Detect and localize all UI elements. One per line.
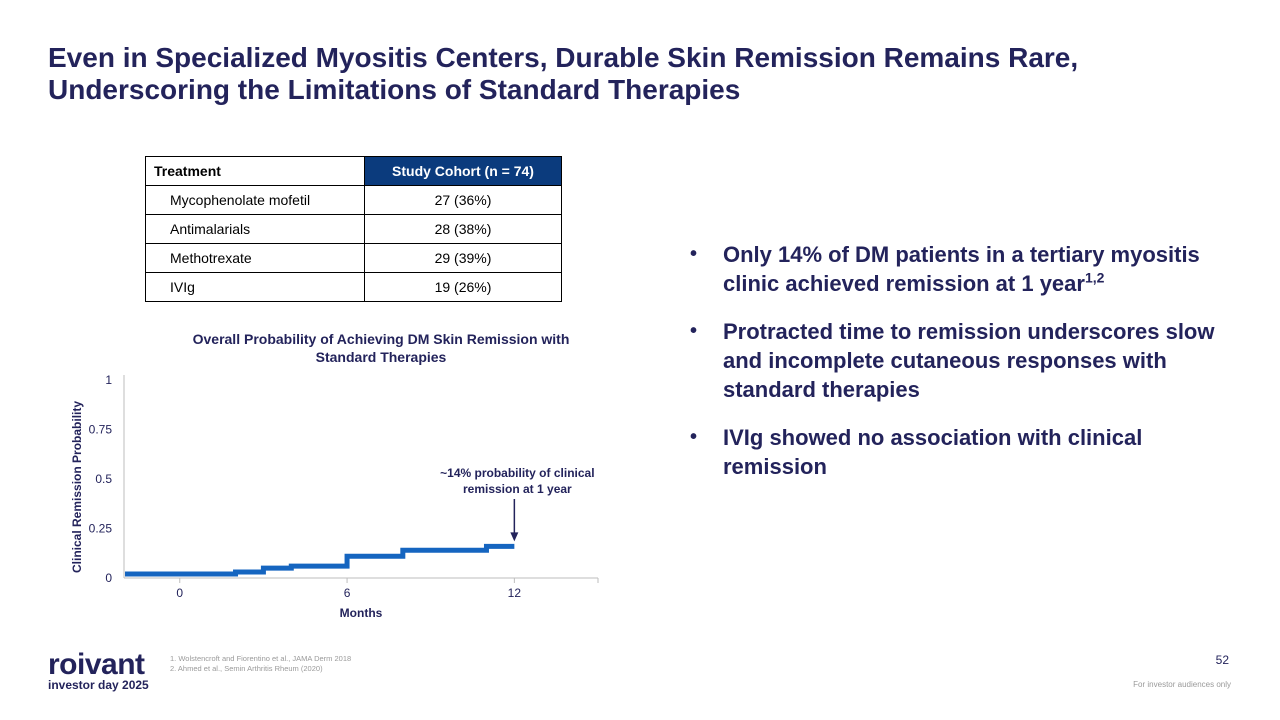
bullet-marker: • <box>690 243 698 265</box>
table-cell-treatment: Mycophenolate mofetil <box>145 185 365 215</box>
table-cell-cohort: 27 (36%) <box>364 185 562 215</box>
table-cell-treatment: Antimalarials <box>145 214 365 244</box>
table-header-treatment: Treatment <box>145 156 365 186</box>
page-number: 52 <box>1215 653 1229 667</box>
logo-name: roivant <box>48 648 145 681</box>
reference-1: 1. Wolstencroft and Fiorentino et al., J… <box>170 654 352 663</box>
slide-title-line-2: Underscoring the Limitations of Standard… <box>48 74 741 105</box>
remission-probability-chart: Overall Probability of Achieving DM Skin… <box>70 331 599 620</box>
x-axis-label: Months <box>340 606 383 620</box>
annotation-line-2: remission at 1 year <box>463 482 572 496</box>
annotation-arrow-head <box>510 532 519 542</box>
y-tick-label: 1 <box>105 373 112 387</box>
table-cell-cohort: 29 (39%) <box>364 243 562 273</box>
table-header-cohort: Study Cohort (n = 74) <box>364 156 562 186</box>
roivant-logo: roivant investor day 2025 <box>48 648 149 692</box>
bullet-item: • IVIg showed no association with clinic… <box>690 423 1230 481</box>
bullet-item: • Only 14% of DM patients in a tertiary … <box>690 240 1230 298</box>
y-tick-label: 0.75 <box>89 423 113 437</box>
bullet-text: Protracted time to remission underscores… <box>723 319 1215 402</box>
annotation-line-1: ~14% probability of clinical <box>440 466 594 480</box>
y-axis-label: Clinical Remission Probability <box>70 401 84 573</box>
x-tick-label: 12 <box>508 586 522 600</box>
footer-note: For investor audiences only <box>1133 680 1231 689</box>
citation-superscript: 1,2 <box>1084 269 1105 286</box>
bullet-marker: • <box>690 320 698 342</box>
table-row: Antimalarials 28 (38%) <box>145 214 562 244</box>
chart-title-line-1: Overall Probability of Achieving DM Skin… <box>193 331 570 347</box>
x-tick-label: 6 <box>344 586 351 600</box>
references: 1. Wolstencroft and Fiorentino et al., J… <box>170 654 351 674</box>
table-row: Methotrexate 29 (39%) <box>145 243 562 273</box>
y-tick-label: 0 <box>105 571 112 585</box>
slide-title: Even in Specialized Myositis Centers, Du… <box>48 42 1248 106</box>
table-header-row: Treatment Study Cohort (n = 74) <box>145 156 562 186</box>
bullet-item: • Protracted time to remission underscor… <box>690 317 1230 404</box>
table-cell-cohort: 28 (38%) <box>364 214 562 244</box>
logo-subtitle: investor day 2025 <box>48 678 149 692</box>
chart-title-line-2: Standard Therapies <box>316 349 447 365</box>
bullet-text: Only 14% of DM patients in a tertiary my… <box>723 242 1200 296</box>
table-cell-treatment: IVIg <box>145 272 365 302</box>
y-tick-label: 0.5 <box>95 472 112 486</box>
y-tick-label: 0.25 <box>89 522 113 536</box>
table-row: IVIg 19 (26%) <box>145 272 562 302</box>
bullet-marker: • <box>690 426 698 448</box>
slide-title-line-1: Even in Specialized Myositis Centers, Du… <box>48 42 1079 73</box>
x-tick-label: 0 <box>176 586 183 600</box>
table-row: Mycophenolate mofetil 27 (36%) <box>145 185 562 215</box>
step-line-series <box>125 543 515 577</box>
key-findings-list: • Only 14% of DM patients in a tertiary … <box>690 240 1230 500</box>
table-cell-cohort: 19 (26%) <box>364 272 562 302</box>
table-cell-treatment: Methotrexate <box>145 243 365 273</box>
bullet-text: IVIg showed no association with clinical… <box>723 425 1143 479</box>
treatment-table: Treatment Study Cohort (n = 74) Mycophen… <box>145 156 562 302</box>
reference-2: 2. Ahmed et al., Semin Arthritis Rheum (… <box>170 664 323 673</box>
